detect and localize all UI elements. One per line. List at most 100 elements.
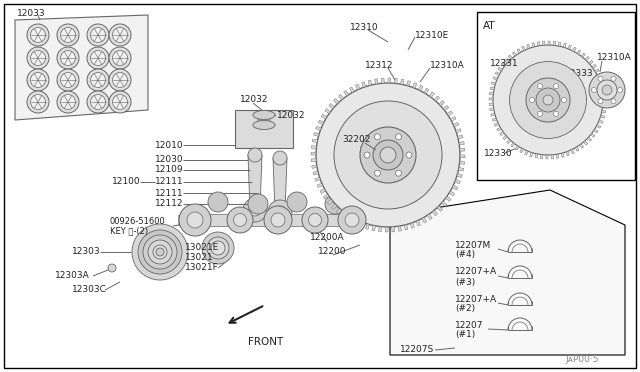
Text: 13021F: 13021F: [185, 263, 219, 273]
Polygon shape: [492, 118, 497, 121]
Polygon shape: [419, 85, 423, 91]
Text: (#1): (#1): [455, 330, 476, 340]
Polygon shape: [558, 42, 561, 46]
Circle shape: [396, 134, 401, 140]
Polygon shape: [603, 94, 607, 97]
Circle shape: [248, 148, 262, 162]
Text: 12303: 12303: [72, 247, 100, 257]
Text: 12111: 12111: [155, 189, 184, 198]
Text: (#2): (#2): [455, 305, 475, 314]
Circle shape: [138, 230, 182, 274]
Text: 12312: 12312: [365, 61, 394, 70]
Polygon shape: [537, 42, 540, 46]
Circle shape: [598, 99, 603, 104]
Polygon shape: [394, 78, 397, 84]
Polygon shape: [532, 43, 535, 47]
Polygon shape: [491, 113, 495, 116]
Polygon shape: [527, 44, 530, 49]
Polygon shape: [584, 141, 588, 145]
Text: 12207+A: 12207+A: [455, 295, 497, 304]
Polygon shape: [500, 131, 504, 135]
Circle shape: [208, 192, 228, 212]
Polygon shape: [313, 171, 319, 175]
Polygon shape: [460, 148, 465, 151]
Circle shape: [591, 87, 596, 93]
Text: 12333: 12333: [565, 68, 594, 77]
Polygon shape: [458, 135, 463, 139]
Polygon shape: [603, 100, 607, 102]
Circle shape: [589, 72, 625, 108]
Polygon shape: [442, 201, 447, 206]
Circle shape: [274, 206, 286, 218]
Text: FRONT: FRONT: [248, 337, 284, 347]
Polygon shape: [435, 96, 440, 102]
Polygon shape: [398, 226, 401, 231]
Circle shape: [87, 47, 109, 69]
Circle shape: [538, 84, 543, 89]
Circle shape: [373, 140, 403, 170]
Circle shape: [302, 207, 328, 233]
Polygon shape: [520, 148, 524, 153]
Polygon shape: [495, 72, 500, 76]
Polygon shape: [385, 227, 388, 232]
Circle shape: [316, 83, 460, 227]
Circle shape: [248, 194, 268, 214]
Polygon shape: [312, 165, 317, 169]
Polygon shape: [316, 126, 321, 130]
Text: JᴀP00·5: JᴀP00·5: [565, 356, 598, 365]
Polygon shape: [329, 103, 335, 109]
Polygon shape: [602, 89, 606, 92]
Bar: [235, 110, 293, 148]
Polygon shape: [459, 142, 464, 145]
Circle shape: [57, 69, 79, 91]
Circle shape: [526, 78, 570, 122]
Polygon shape: [429, 92, 435, 97]
Circle shape: [561, 97, 566, 103]
Circle shape: [348, 115, 428, 195]
Circle shape: [90, 73, 106, 87]
Polygon shape: [492, 82, 496, 85]
Circle shape: [543, 95, 553, 105]
Text: 12207: 12207: [455, 321, 483, 330]
Circle shape: [113, 94, 127, 109]
Circle shape: [90, 94, 106, 109]
Polygon shape: [401, 79, 404, 84]
Polygon shape: [456, 129, 461, 133]
Polygon shape: [332, 204, 337, 209]
Text: 12010: 12010: [155, 141, 184, 150]
Polygon shape: [498, 67, 502, 71]
Circle shape: [202, 232, 234, 264]
Polygon shape: [388, 78, 390, 83]
Text: 12310A: 12310A: [430, 61, 465, 70]
Circle shape: [61, 28, 76, 42]
Text: 12200A: 12200A: [310, 234, 344, 243]
Circle shape: [90, 28, 106, 42]
Polygon shape: [372, 225, 376, 231]
Polygon shape: [581, 53, 585, 57]
Polygon shape: [561, 153, 564, 157]
Polygon shape: [315, 177, 321, 181]
Text: (#3): (#3): [455, 278, 476, 286]
Polygon shape: [599, 79, 604, 82]
Polygon shape: [601, 84, 605, 87]
Circle shape: [406, 152, 412, 158]
Polygon shape: [15, 15, 148, 120]
Polygon shape: [588, 137, 591, 141]
Text: 12310: 12310: [350, 23, 379, 32]
Polygon shape: [451, 116, 456, 121]
Circle shape: [108, 264, 116, 272]
Circle shape: [374, 134, 381, 140]
Circle shape: [509, 61, 586, 138]
Polygon shape: [321, 114, 327, 119]
Bar: [195, 214, 240, 226]
Circle shape: [602, 85, 612, 95]
Circle shape: [618, 87, 623, 93]
Polygon shape: [490, 108, 494, 111]
Polygon shape: [546, 155, 548, 159]
Circle shape: [27, 91, 49, 113]
Circle shape: [179, 204, 211, 236]
Polygon shape: [460, 161, 465, 164]
Polygon shape: [339, 94, 344, 100]
Polygon shape: [314, 132, 319, 137]
Polygon shape: [422, 217, 426, 223]
